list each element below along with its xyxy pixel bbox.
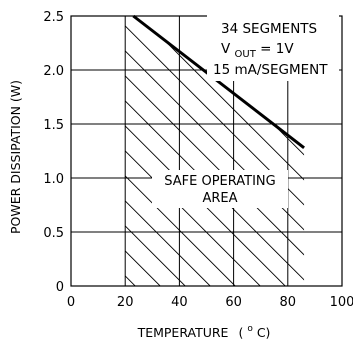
power-derating-line [132,14,305,149]
y-axis-label: POWER DISSIPATION (W) [8,80,23,234]
region-label-line1: SAFE OPERATING [164,174,275,189]
series-layer [132,14,305,149]
hatch-line-1 [125,16,201,286]
y-tick-label-2: 1.0 [43,172,64,187]
y-tick-label-0: 0 [56,280,64,295]
x-tick-label-4: 80 [280,295,297,310]
region-label-line2: AREA [202,191,237,206]
y-tick-label-1: 0.5 [43,226,64,241]
x-tick-label-3: 60 [225,295,242,310]
x-axis-unit-close: C) [257,325,271,340]
hatch-line-4 [125,16,276,286]
annotation-background [207,15,339,81]
x-axis-label: TEMPERATURE ( o C) [137,319,271,340]
x-tick-label-5: 100 [330,295,353,310]
y-tick-label-5: 2.5 [43,10,64,25]
y-tick-labels: 0 0.5 1.0 1.5 2.0 2.5 [43,10,64,295]
x-axis-unit-open: ( [238,325,243,340]
annotation-vout: V OUT = 1V [221,41,294,61]
y-tick-label-4: 2.0 [43,64,64,79]
hatch-line-7 [125,16,305,286]
y-tick-label-3: 1.5 [43,118,64,133]
hatch-line-8 [125,16,305,286]
annotation-segments: 34 SEGMENTS [221,21,317,37]
hatch-line-5 [125,16,301,286]
degree-symbol: o [247,324,253,334]
region-label-background [152,170,288,208]
hatch-line-10 [125,16,305,286]
plot-frame [70,15,343,287]
hatch-line-0 [125,16,176,286]
x-tick-label-1: 20 [117,295,134,310]
hatch-line-6 [125,16,305,286]
x-tick-label-0: 0 [67,295,75,310]
annotation-vout-v: V [221,41,231,57]
hatch-line-3 [125,16,251,286]
annotation-current: 15 mA/SEGMENT [213,62,328,78]
annotation-vout-eq: = 1V [260,41,294,57]
x-tick-label-2: 40 [171,295,188,310]
hatch-line-2 [125,16,226,286]
x-axis-label-text: TEMPERATURE [137,325,229,340]
hatch-line-9 [125,16,305,286]
x-tick-labels: 0 20 40 60 80 100 [67,295,353,310]
annotation-vout-sub: OUT [235,49,257,60]
